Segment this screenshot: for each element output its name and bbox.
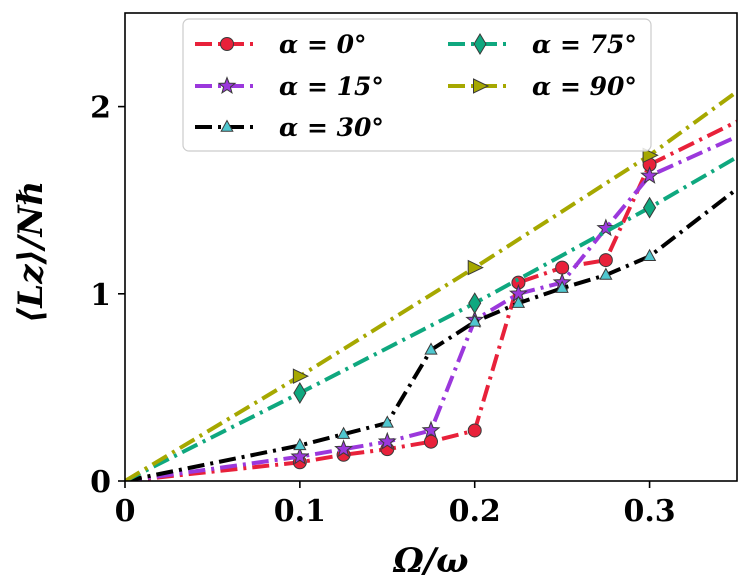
data-point: [596, 218, 616, 237]
plot-frame: [124, 12, 738, 482]
series-4: [125, 90, 737, 481]
y-tick-label: 0: [90, 465, 111, 500]
data-point: [421, 420, 441, 439]
legend-marker: [473, 78, 490, 94]
legend-marker: [473, 33, 487, 55]
series-3: [125, 155, 737, 481]
x-tick-label: 0.1: [274, 494, 326, 529]
legend-marker: [220, 119, 234, 132]
data-point: [293, 382, 307, 404]
data-point: [468, 292, 482, 315]
x-axis-ticks: 0 0.1 0.2 0.3: [115, 481, 676, 529]
data-point: [555, 280, 569, 293]
data-point: [555, 260, 570, 275]
legend-entry: α = 90°: [448, 72, 637, 101]
legend-entry: α = 30°: [195, 113, 384, 142]
legend-entry: α = 75°: [448, 30, 637, 59]
legend-label: α = 30°: [279, 113, 384, 142]
legend-label: α = 0°: [279, 30, 367, 59]
data-point: [642, 248, 657, 262]
y-axis-label: ⟨Lz⟩/Nℏ: [11, 181, 51, 324]
data-point: [424, 342, 438, 355]
data-point: [598, 253, 613, 268]
data-point: [424, 434, 438, 449]
y-axis-ticks: 0 1 2: [90, 91, 125, 500]
legend-label: α = 90°: [532, 72, 637, 101]
legend: α = 0° α = 15° α = 30° α = 75° α = 90°: [182, 18, 652, 152]
y-tick-label: 2: [90, 91, 111, 126]
series-2: [125, 187, 737, 481]
legend-box: [182, 18, 652, 152]
x-tick-label: 0.3: [623, 494, 675, 529]
data-point: [292, 368, 310, 384]
data-point: [511, 295, 526, 308]
series-line: [125, 187, 737, 481]
data-point: [336, 426, 351, 439]
legend-marker: [220, 37, 234, 51]
legend-label: α = 75°: [532, 30, 637, 59]
data-point: [380, 415, 394, 428]
legend-label: α = 15°: [279, 72, 384, 101]
legend-entry: α = 15°: [195, 72, 384, 101]
data-point: [290, 446, 310, 465]
legend-marker: [217, 76, 237, 95]
data-point: [642, 147, 659, 164]
data-point: [640, 165, 660, 184]
series-1: [125, 134, 737, 481]
data-point: [599, 267, 613, 280]
y-tick-label: 1: [90, 278, 111, 313]
x-tick-label: 0: [115, 494, 136, 529]
data-point: [377, 431, 397, 450]
data-point: [293, 437, 307, 451]
legend-entry: α = 0°: [195, 30, 367, 59]
data-point: [467, 423, 482, 438]
x-axis-label: Ω/ω: [392, 541, 468, 581]
x-tick-label: 0.2: [449, 494, 501, 529]
data-point: [467, 259, 484, 276]
data-point: [334, 439, 354, 458]
series-0: [125, 119, 737, 481]
legend-entries: α = 0° α = 15° α = 30° α = 75° α = 90°: [195, 30, 637, 142]
data-point: [468, 314, 482, 327]
data-point: [642, 196, 657, 219]
series-layer: [125, 90, 737, 481]
